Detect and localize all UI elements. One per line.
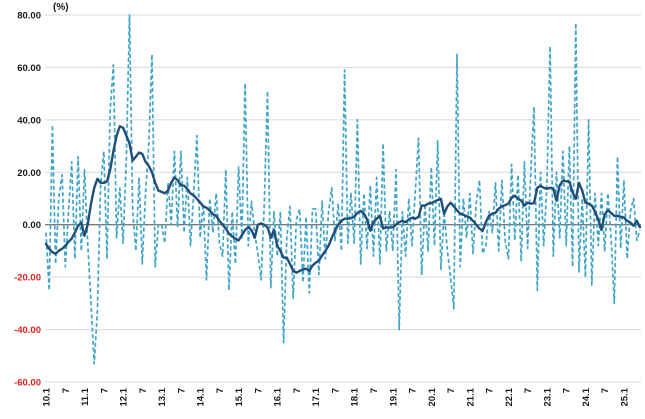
x-tick-label: 7 [600,388,611,393]
x-tick-label: 13.1 [157,387,168,406]
y-tick-label: 0.00 [23,220,42,231]
y-tick-label: -60.00 [14,378,41,389]
x-tick-label: 7 [408,388,419,393]
x-tick-label: 7 [523,388,534,393]
x-tick-label: 7 [331,388,342,393]
y-tick-label: 20.00 [17,168,41,179]
x-tick-label: 7 [61,388,72,393]
x-tick-label: 21.1 [465,387,476,406]
x-tick-label: 7 [215,388,226,393]
series-monthly-yoy-dashed [45,14,641,365]
y-tick-label: 40.00 [17,115,41,126]
x-tick-label: 25.1 [619,387,630,406]
x-tick-label: 7 [562,388,573,393]
y-tick-label: -20.00 [14,273,41,284]
x-tick-label: 7 [292,388,303,393]
x-tick-label: 7 [176,388,187,393]
x-tick-label: 7 [446,388,457,393]
x-tick-label: 24.1 [581,387,592,406]
x-tick-label: 23.1 [542,387,553,406]
x-tick-label: 20.1 [427,387,438,406]
x-tick-label: 11.1 [80,387,91,406]
x-tick-label: 15.1 [234,387,245,406]
x-tick-label: 7 [485,388,496,393]
x-tick-label: 7 [369,388,380,393]
x-tick-label: 12.1 [119,387,130,406]
y-axis-unit-label: (%) [53,2,69,13]
x-tick-label: 7 [99,388,110,393]
x-tick-label: 19.1 [388,387,399,406]
x-tick-label: 7 [138,388,149,393]
y-tick-label: -40.00 [14,325,41,336]
x-tick-label: 10.1 [42,387,53,406]
y-tick-label: 80.00 [17,11,41,22]
x-tick-label: 17.1 [311,387,322,406]
x-tick-label: 16.1 [273,387,284,406]
x-tick-label: 22.1 [504,387,515,406]
series-trend-12mo-solid [44,125,642,274]
x-tick-label: 18.1 [350,387,361,406]
x-tick-label: 14.1 [196,387,207,406]
x-tick-label: 7 [253,388,264,393]
y-tick-label: 60.00 [17,63,41,74]
